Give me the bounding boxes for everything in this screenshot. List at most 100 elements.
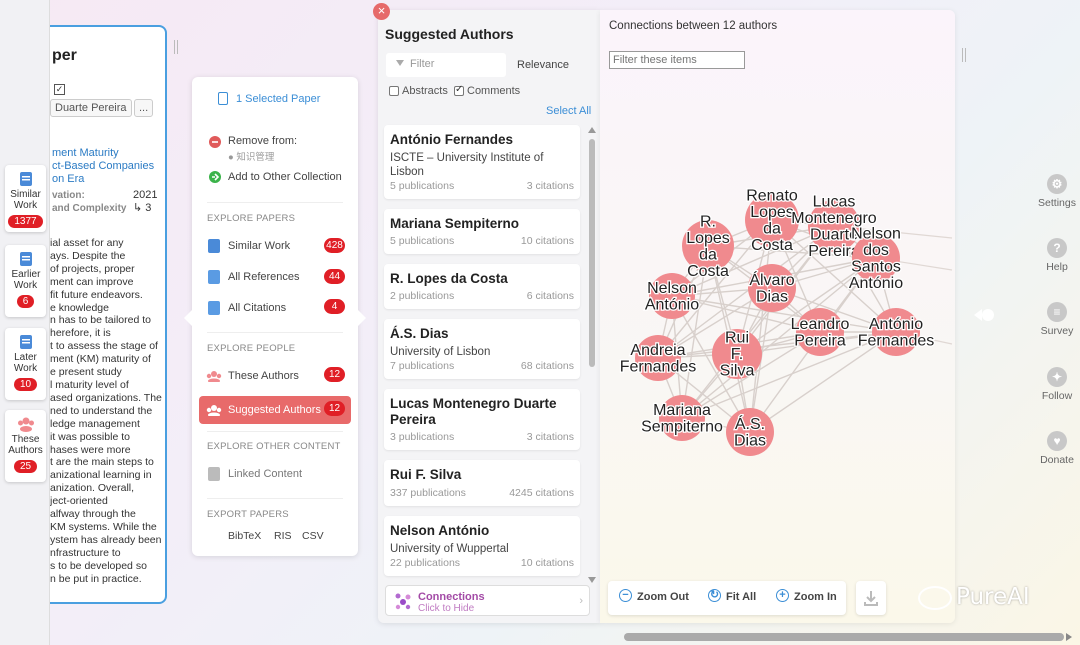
graph-node-label: Lucas Montenegro Duarte Pereira: [791, 193, 876, 260]
tab-similar-work[interactable]: Similar Work 1377: [5, 165, 46, 232]
comments-checkbox[interactable]: [454, 84, 464, 96]
publication-count: 3 publications: [390, 431, 455, 443]
graph-node[interactable]: Mariana SempiternoMariana Sempiterno: [640, 395, 724, 441]
donate-button[interactable]: ♥ Donate: [1036, 431, 1078, 466]
tab-these-authors[interactable]: These Authors 25: [5, 410, 46, 482]
scroll-right-icon[interactable]: [1066, 633, 1072, 641]
author-card[interactable]: R. Lopes da Costa 2 publications 6 citat…: [384, 264, 580, 309]
graph-node-circle[interactable]: [659, 395, 705, 441]
download-icon: [864, 591, 878, 606]
sort-select[interactable]: Relevance: [517, 59, 569, 71]
section-header: EXPLORE PAPERS: [207, 213, 296, 224]
graph-node-label: Álvaro Dias: [749, 270, 794, 306]
connections-toggle[interactable]: Connections Click to Hide ›: [385, 585, 590, 616]
graph-node-circle[interactable]: [745, 193, 799, 247]
graph-node[interactable]: António FernandesAntónio Fernandes: [857, 308, 936, 356]
tab-earlier-work[interactable]: Earlier Work 6: [5, 245, 46, 317]
collapse-sidebar-toggle[interactable]: [974, 308, 996, 322]
graph-node-label: Andreia Fernandes: [620, 342, 697, 376]
filter-placeholder: Filter: [410, 58, 435, 70]
horizontal-scrollbar[interactable]: [624, 633, 1064, 641]
export-csv-button[interactable]: CSV: [302, 530, 324, 542]
help-button[interactable]: ? Help: [1036, 238, 1078, 273]
graph-node-circle[interactable]: [712, 329, 762, 379]
tab-count-badge: 1377: [8, 215, 43, 228]
author-card[interactable]: Mariana Sempiterno 5 publications 10 cit…: [384, 209, 580, 254]
references-icon: [208, 270, 220, 284]
venue-link[interactable]: ment Maturity ct-Based Companies on Era: [52, 147, 155, 185]
resize-handle[interactable]: [962, 48, 966, 62]
graph-node-circle[interactable]: [726, 408, 774, 456]
graph-node[interactable]: Álvaro DiasÁlvaro Dias: [748, 264, 796, 312]
download-button[interactable]: [856, 581, 886, 615]
scroll-down-icon[interactable]: [588, 577, 596, 583]
abstracts-checkbox[interactable]: [389, 86, 399, 96]
graph-node[interactable]: Renato Lopes da CostaRenato Lopes da Costa: [745, 186, 799, 255]
watermark: PureAI: [918, 584, 1030, 610]
author-card[interactable]: Rui F. Silva 337 publications 4245 citat…: [384, 460, 580, 506]
zoom-in-button[interactable]: + Zoom In: [776, 589, 837, 603]
graph-edge: [671, 295, 751, 433]
graph-node[interactable]: R. Lopes da CostaR. Lopes da Costa: [682, 212, 734, 281]
author-filter-input[interactable]: Filter: [386, 53, 506, 77]
graph-node-label: Renato Lopes da Costa: [746, 187, 798, 254]
menu-pointer: [357, 309, 366, 327]
selected-paper-link[interactable]: 1 Selected Paper: [218, 92, 320, 105]
graph-edge: [681, 225, 835, 419]
author-card[interactable]: António Fernandes ISCTE – University Ins…: [384, 125, 580, 199]
citation-count: 4245 citations: [509, 487, 574, 499]
graph-node-circle[interactable]: [649, 273, 695, 319]
author-card[interactable]: Á.S. Dias University of Lisbon 7 publica…: [384, 319, 580, 379]
graph-node[interactable]: Á.S. DiasÁ.S. Dias: [726, 408, 774, 456]
citation-count: 10 citations: [520, 557, 574, 569]
graph-node-label: Mariana Sempiterno: [641, 402, 723, 436]
graph-node-circle[interactable]: [635, 335, 681, 381]
graph-node-circle[interactable]: [872, 308, 920, 356]
graph-node[interactable]: Leandro PereiraLeandro Pereira: [789, 308, 851, 356]
graph-node-circle[interactable]: [682, 220, 734, 272]
close-icon[interactable]: ×: [373, 3, 390, 20]
tab-count-badge: 25: [13, 460, 38, 473]
author-card[interactable]: Nelson António University of Wuppertal 2…: [384, 516, 580, 576]
tab-later-work[interactable]: Later Work 10: [5, 328, 46, 400]
more-authors-chip[interactable]: ...: [134, 99, 154, 117]
graph-node[interactable]: Rui F. SilvaRui F. Silva: [712, 328, 762, 381]
settings-button[interactable]: ⚙ Settings: [1036, 174, 1078, 209]
export-bibtex-button[interactable]: BibTeX: [228, 530, 262, 542]
zoom-out-button[interactable]: − Zoom Out: [619, 589, 689, 603]
select-all-link[interactable]: Select All: [546, 105, 592, 117]
menu-item-label: All Citations: [228, 302, 287, 314]
graph-node-circle[interactable]: [808, 200, 860, 252]
chat-bubble-icon: [918, 585, 952, 610]
graph-node-circle[interactable]: [852, 234, 900, 282]
graph-edge: [671, 295, 821, 333]
graph-node-circle[interactable]: [748, 264, 796, 312]
graph-node-circle[interactable]: [796, 308, 844, 356]
export-ris-button[interactable]: RIS: [274, 530, 292, 542]
filter-icon: [396, 60, 404, 69]
graph-filter-input[interactable]: [609, 51, 745, 69]
list-scrollbar[interactable]: [588, 127, 596, 583]
people-icon: [17, 416, 35, 432]
suggested-authors-panel: Suggested Authors Filter Relevance Abstr…: [378, 10, 600, 623]
menu-item-suggested-authors[interactable]: Suggested Authors 12: [199, 396, 351, 424]
resize-handle[interactable]: [174, 40, 178, 54]
graph-node[interactable]: Lucas Montenegro Duarte PereiraLucas Monten…: [790, 192, 878, 261]
document-icon: [218, 92, 228, 105]
fit-all-button[interactable]: ↻ Fit All: [708, 589, 756, 603]
follow-button[interactable]: ✦ Follow: [1036, 367, 1078, 402]
paper-checkbox[interactable]: ✓: [54, 84, 65, 95]
settings-label: Settings: [1038, 197, 1076, 209]
survey-button[interactable]: ≡ Survey: [1036, 302, 1078, 337]
scroll-up-icon[interactable]: [588, 127, 596, 133]
scroll-thumb[interactable]: [589, 139, 595, 367]
author-chip[interactable]: Duarte Pereira: [50, 99, 132, 117]
author-card[interactable]: Lucas Montenegro Duarte Pereira 3 public…: [384, 389, 580, 450]
donate-label: Donate: [1040, 454, 1074, 466]
citation-count: 68 citations: [520, 360, 574, 372]
author-network-graph[interactable]: Renato Lopes da CostaRenato Lopes da CostaL…: [600, 10, 955, 570]
click-to-hide-label: Click to Hide: [418, 603, 475, 614]
